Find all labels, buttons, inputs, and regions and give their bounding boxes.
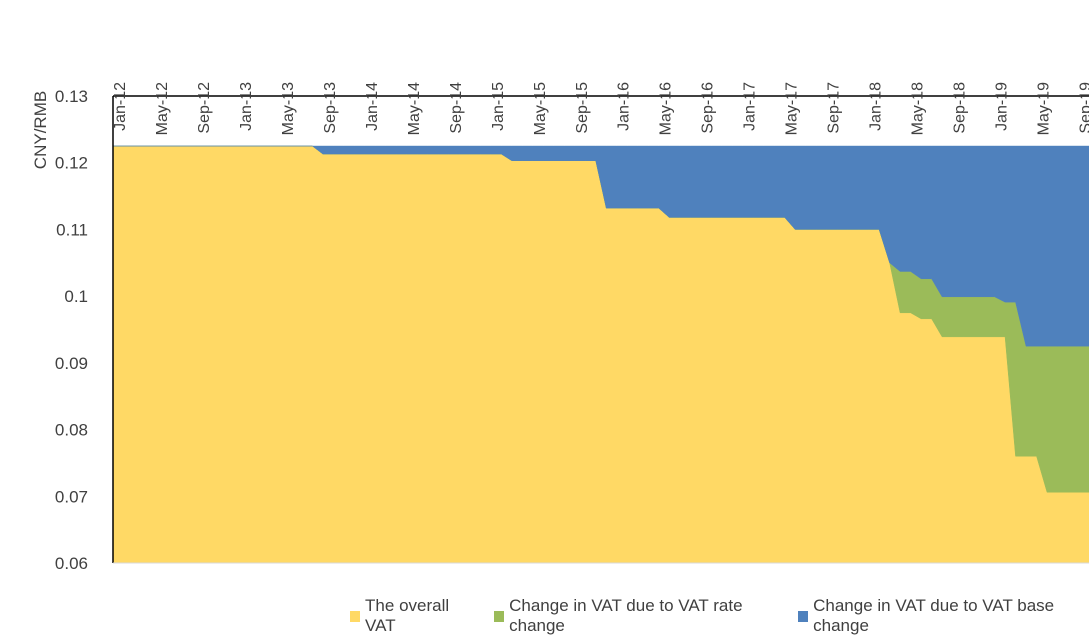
y-tick-label: 0.13	[55, 87, 88, 106]
y-tick-label: 0.06	[55, 554, 88, 573]
y-axis-label: CNY/RMB	[31, 91, 50, 169]
legend-swatch	[798, 610, 809, 622]
y-tick-label: 0.12	[55, 154, 88, 173]
x-tick-label: Jan-19	[994, 82, 1011, 131]
x-tick-label: May-17	[784, 82, 801, 135]
legend-item: The overall VAT	[350, 596, 474, 636]
x-tick-label: Sep-13	[322, 82, 339, 134]
y-tick-label: 0.11	[56, 220, 88, 239]
legend-label: The overall VAT	[365, 596, 450, 635]
x-tick-label: Jan-18	[868, 82, 885, 131]
x-tick-label: Sep-14	[448, 82, 465, 134]
y-tick-label: 0.09	[55, 354, 88, 373]
legend-swatch	[494, 610, 505, 622]
x-tick-label: Sep-17	[826, 82, 843, 134]
x-tick-label: Jan-13	[238, 82, 255, 131]
legend-item: Change in VAT due to VAT rate change	[494, 596, 778, 636]
x-tick-label: Sep-15	[574, 82, 591, 134]
x-tick-label: Sep-16	[700, 82, 717, 134]
x-tick-label: Jan-17	[742, 82, 759, 131]
legend-label: Change in VAT due to VAT rate change	[509, 596, 743, 635]
legend-label: Change in VAT due to VAT base change	[813, 596, 1055, 635]
legend-item: Change in VAT due to VAT base change	[798, 596, 1089, 636]
legend-swatch	[350, 610, 361, 622]
x-tick-label: May-13	[280, 82, 297, 135]
x-tick-label: Jan-12	[112, 82, 129, 131]
x-tick-label: Jan-16	[616, 82, 633, 131]
x-tick-label: Jan-15	[490, 82, 507, 131]
x-tick-label: Sep-18	[952, 82, 969, 134]
x-tick-label: May-12	[154, 82, 171, 135]
x-tick-label: Sep-19	[1078, 82, 1089, 134]
y-tick-label: 0.08	[55, 421, 88, 440]
x-tick-label: May-14	[406, 82, 423, 135]
x-tick-label: May-19	[1036, 82, 1053, 135]
y-tick-label: 0.1	[64, 287, 88, 306]
x-tick-label: Sep-12	[196, 82, 213, 134]
legend: The overall VAT Change in VAT due to VAT …	[350, 596, 1089, 636]
area	[113, 145, 1089, 347]
y-tick-label: 0.07	[55, 487, 88, 506]
x-tick-label: Jan-14	[364, 82, 381, 131]
x-tick-label: May-16	[658, 82, 675, 135]
x-tick-label: May-15	[532, 82, 549, 135]
x-tick-label: May-18	[910, 82, 927, 135]
